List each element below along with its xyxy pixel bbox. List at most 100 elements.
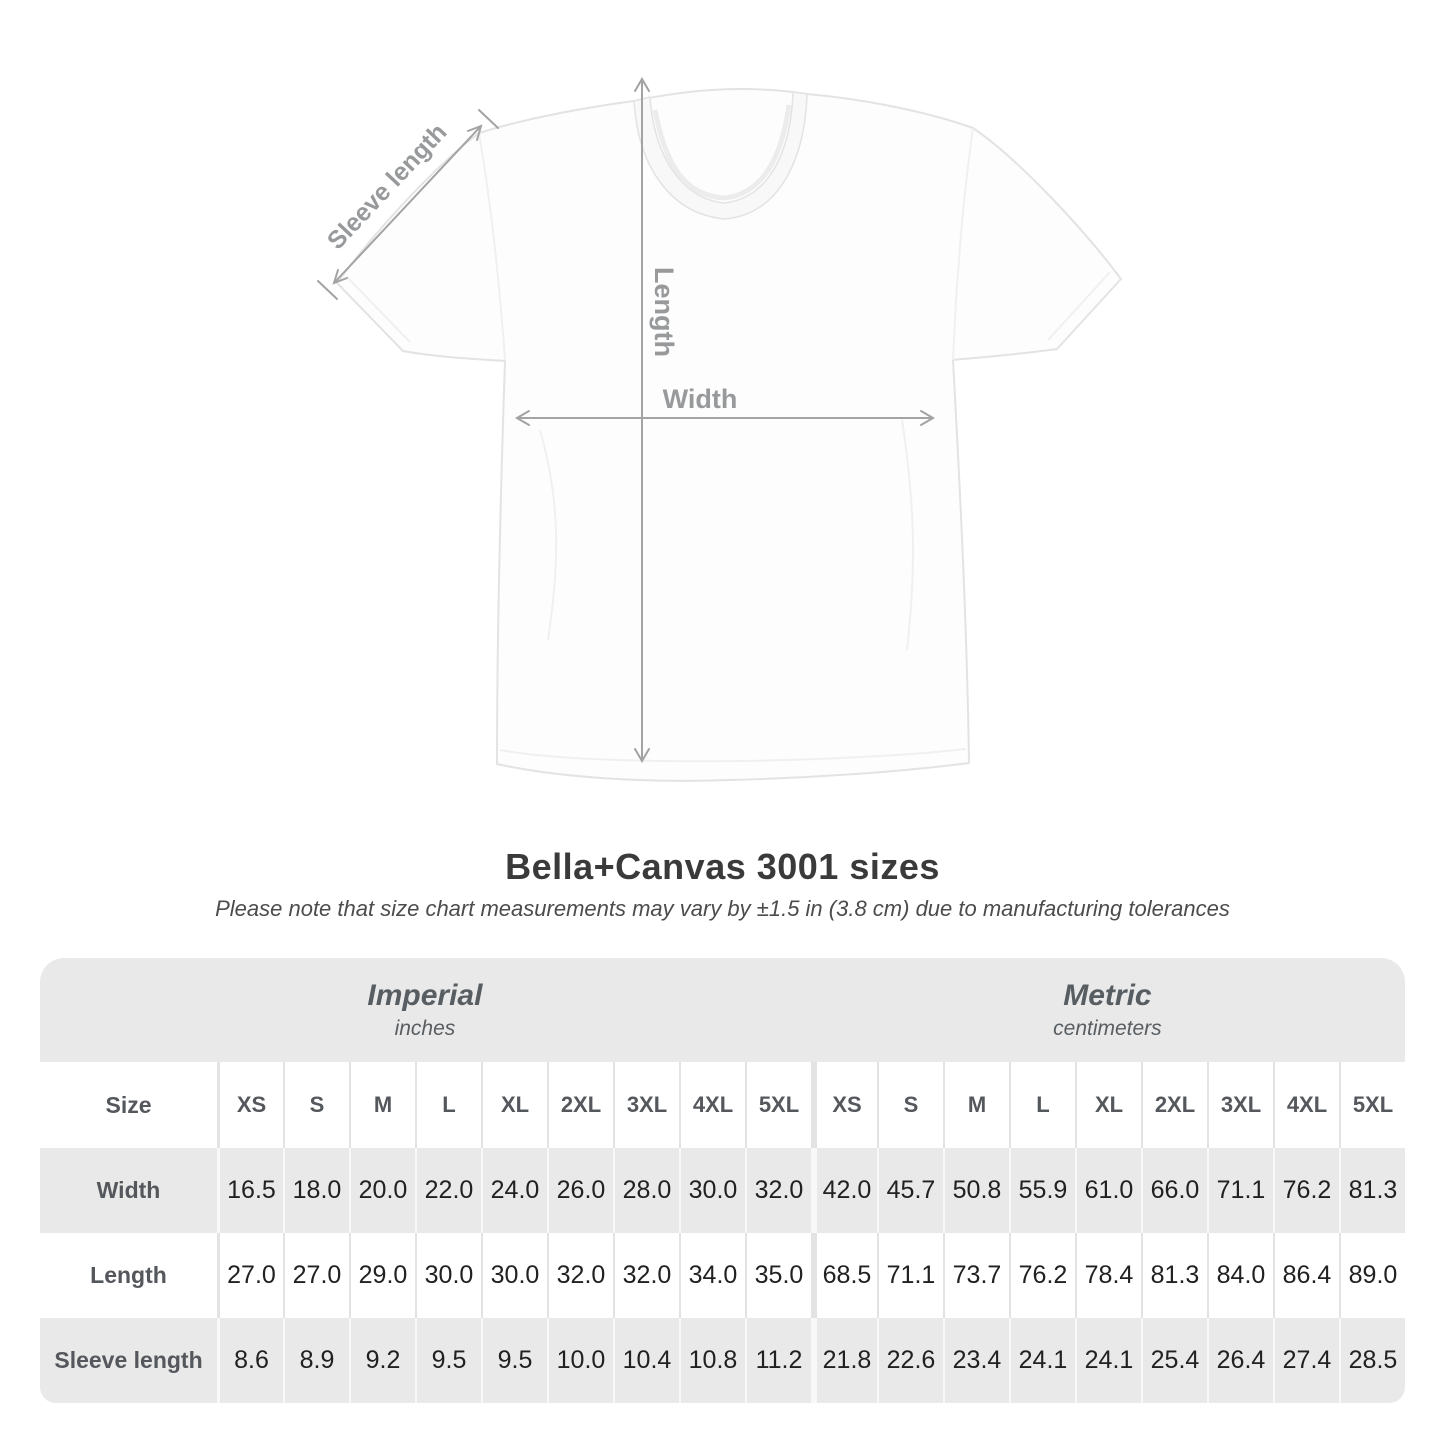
tshirt-collar <box>633 91 808 220</box>
size-column-header: XL <box>481 1062 547 1148</box>
sleeve-length-value: 21.8 <box>811 1318 877 1403</box>
length-value: 32.0 <box>547 1233 613 1318</box>
page-subtitle: Please note that size chart measurements… <box>215 896 1230 921</box>
width-value: 26.0 <box>547 1148 613 1233</box>
size-column-header: S <box>877 1062 943 1148</box>
width-value: 42.0 <box>811 1148 877 1233</box>
page-title: Bella+Canvas 3001 sizes <box>505 846 940 887</box>
width-value: 45.7 <box>877 1148 943 1233</box>
size-column-header: M <box>349 1062 415 1148</box>
width-value: 20.0 <box>349 1148 415 1233</box>
size-column-header: S <box>283 1062 349 1148</box>
sleeve-length-value: 9.2 <box>349 1318 415 1403</box>
length-value: 89.0 <box>1339 1233 1405 1318</box>
length-value: 68.5 <box>811 1233 877 1318</box>
length-row-label: Length <box>90 1262 167 1288</box>
tshirt-illustration: Sleeve length Length Width <box>317 77 1122 782</box>
width-label: Width <box>663 384 738 414</box>
width-value: 66.0 <box>1141 1148 1207 1233</box>
unit-header-band: Imperial inches Metric centimeters <box>40 958 1405 1062</box>
sleeve-length-value: 25.4 <box>1141 1318 1207 1403</box>
collar-inner-shadow <box>652 104 792 201</box>
sleeve-length-value: 9.5 <box>415 1318 481 1403</box>
sleeve-length-value: 24.1 <box>1075 1318 1141 1403</box>
size-column-header: 3XL <box>1207 1062 1273 1148</box>
sleeve-length-value: 10.8 <box>679 1318 745 1403</box>
sleeve-length-value: 10.4 <box>613 1318 679 1403</box>
metric-title: Metric <box>1063 979 1152 1012</box>
metric-section-header: Metric centimeters <box>810 958 1405 1062</box>
size-column-header: M <box>943 1062 1009 1148</box>
size-column-header: XS <box>811 1062 877 1148</box>
size-row-label: Size <box>105 1091 152 1118</box>
imperial-title: Imperial <box>367 979 483 1012</box>
length-label: Length <box>649 267 679 357</box>
length-value: 30.0 <box>415 1233 481 1318</box>
measurement-arrows <box>317 77 935 763</box>
length-value: 81.3 <box>1141 1233 1207 1318</box>
sleeve-length-row: Sleeve length 8.6 8.9 9.2 9.5 9.5 10.0 10.4 10.… <box>40 1318 1405 1403</box>
size-column-header: 5XL <box>745 1062 811 1148</box>
sleeve-length-value: 26.4 <box>1207 1318 1273 1403</box>
sleeve-length-value: 24.1 <box>1009 1318 1075 1403</box>
sleeve-length-value: 8.6 <box>217 1318 283 1403</box>
sleeve-length-value: 11.2 <box>745 1318 811 1403</box>
sleeve-length-value: 10.0 <box>547 1318 613 1403</box>
length-value: 71.1 <box>877 1233 943 1318</box>
tshirt-body <box>336 88 1122 782</box>
length-value: 32.0 <box>613 1233 679 1318</box>
width-value: 24.0 <box>481 1148 547 1233</box>
length-value: 86.4 <box>1273 1233 1339 1318</box>
sleeve-length-value: 8.9 <box>283 1318 349 1403</box>
width-value: 50.8 <box>943 1148 1009 1233</box>
length-value: 73.7 <box>943 1233 1009 1318</box>
length-row: Length 27.0 27.0 29.0 30.0 30.0 32.0 32.0 34.0 3… <box>40 1233 1405 1318</box>
width-value: 22.0 <box>415 1148 481 1233</box>
sleeve-length-value: 22.6 <box>877 1318 943 1403</box>
size-column-header: 2XL <box>1141 1062 1207 1148</box>
size-column-header: 5XL <box>1339 1062 1405 1148</box>
size-column-header: 3XL <box>613 1062 679 1148</box>
sleeve-arrow <box>333 125 482 284</box>
width-row-label: Width <box>96 1177 161 1203</box>
size-column-header: L <box>1009 1062 1075 1148</box>
width-value: 71.1 <box>1207 1148 1273 1233</box>
length-value: 34.0 <box>679 1233 745 1318</box>
width-value: 55.9 <box>1009 1148 1075 1233</box>
width-value: 32.0 <box>745 1148 811 1233</box>
imperial-unit: inches <box>394 1017 456 1040</box>
length-value: 76.2 <box>1009 1233 1075 1318</box>
sleeve-length-row-label: Sleeve length <box>54 1347 203 1373</box>
size-column-header: 4XL <box>679 1062 745 1148</box>
width-value: 61.0 <box>1075 1148 1141 1233</box>
width-value: 30.0 <box>679 1148 745 1233</box>
sleeve-length-value: 23.4 <box>943 1318 1009 1403</box>
length-value: 29.0 <box>349 1233 415 1318</box>
width-value: 76.2 <box>1273 1148 1339 1233</box>
width-value: 18.0 <box>283 1148 349 1233</box>
sleeve-length-value: 28.5 <box>1339 1318 1405 1403</box>
size-column-header: L <box>415 1062 481 1148</box>
sleeve-length-value: 27.4 <box>1273 1318 1339 1403</box>
length-value: 78.4 <box>1075 1233 1141 1318</box>
length-value: 27.0 <box>283 1233 349 1318</box>
length-value: 84.0 <box>1207 1233 1273 1318</box>
size-column-header: 2XL <box>547 1062 613 1148</box>
size-column-header: XL <box>1075 1062 1141 1148</box>
size-chart-table: Imperial inches Metric centimeters Size … <box>40 958 1405 1403</box>
length-value: 27.0 <box>217 1233 283 1318</box>
metric-unit: centimeters <box>1053 1017 1162 1040</box>
width-value: 28.0 <box>613 1148 679 1233</box>
width-value: 81.3 <box>1339 1148 1405 1233</box>
sleeve-length-value: 9.5 <box>481 1318 547 1403</box>
width-value: 16.5 <box>217 1148 283 1233</box>
length-value: 30.0 <box>481 1233 547 1318</box>
length-value: 35.0 <box>745 1233 811 1318</box>
tshirt-measurement-diagram: Sleeve length Length Width <box>317 77 1122 782</box>
width-row: Width 16.5 18.0 20.0 22.0 24.0 26.0 28.0 30.0 32… <box>40 1148 1405 1233</box>
tshirt-seams <box>346 127 1111 763</box>
imperial-section-header: Imperial inches <box>40 958 810 1062</box>
size-column-header: XS <box>217 1062 283 1148</box>
size-header-row: Size XS S M L XL 2XL 3XL 4XL 5XL XS S M L XL 2XL 3XL 4XL… <box>40 1062 1405 1148</box>
